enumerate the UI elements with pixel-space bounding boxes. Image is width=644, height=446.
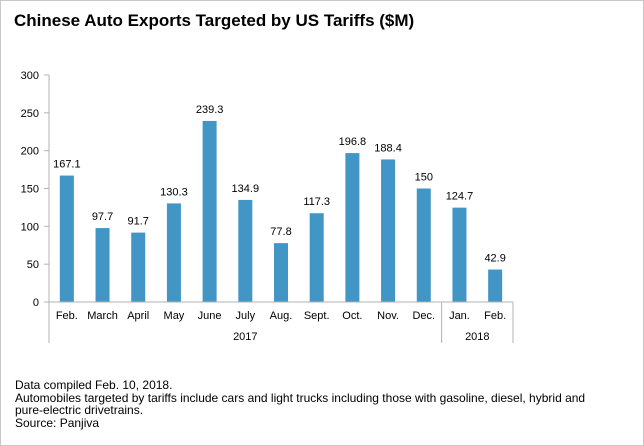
y-tick-label: 100 xyxy=(21,221,39,233)
bar xyxy=(274,243,288,302)
bar-value-label: 130.3 xyxy=(160,186,188,198)
x-tick-label: June xyxy=(198,310,222,322)
bar-value-label: 196.8 xyxy=(339,136,367,148)
bar xyxy=(452,207,467,302)
bar-value-label: 117.3 xyxy=(303,196,330,208)
bar-value-label: 239.3 xyxy=(196,104,224,116)
x-tick-label: Jan. xyxy=(449,310,470,322)
x-tick-label: Dec. xyxy=(412,310,435,322)
bar xyxy=(345,153,360,302)
x-tick-label: Feb. xyxy=(484,310,506,322)
year-group-label: 2018 xyxy=(465,331,489,343)
note-data-compiled: Data compiled Feb. 10, 2018. xyxy=(15,378,173,392)
bar xyxy=(131,232,146,302)
x-tick-label: Aug. xyxy=(270,310,293,322)
bar xyxy=(488,269,503,302)
bar xyxy=(381,159,396,302)
bar xyxy=(416,188,431,302)
year-group-label: 2017 xyxy=(233,331,257,343)
x-tick-label: Nov. xyxy=(377,310,399,322)
x-tick-label: Feb. xyxy=(56,310,78,322)
note-source: Source: Panjiva xyxy=(15,415,100,430)
bar xyxy=(202,120,217,303)
bar-value-label: 124.7 xyxy=(446,191,474,203)
bar-value-label: 167.1 xyxy=(53,159,81,171)
y-tick-label: 50 xyxy=(27,259,39,271)
bar xyxy=(166,203,181,302)
bar-value-label: 134.9 xyxy=(232,183,260,195)
bar xyxy=(309,213,324,302)
x-tick-label: Oct. xyxy=(342,310,362,322)
x-tick-label: March xyxy=(87,310,118,322)
x-tick-label: April xyxy=(127,310,149,322)
bar-value-label: 97.7 xyxy=(92,211,113,223)
y-tick-label: 0 xyxy=(33,297,39,309)
bars: 167.1 97.7 91.7 130.3 239.3 134.9 77.8 117.3 196… xyxy=(53,104,506,303)
x-axis: Feb. March April May June July Aug. Sept. Oct. No… xyxy=(48,301,514,343)
x-tick-label: July xyxy=(236,310,256,322)
bar-value-label: 91.7 xyxy=(128,216,149,228)
y-axis: 0 50 100 150 200 250 300 xyxy=(21,70,50,309)
bar xyxy=(95,228,110,302)
chart-notes: Data compiled Feb. 10, 2018. Automobiles… xyxy=(15,379,615,429)
x-tick-label: Sept. xyxy=(304,310,330,322)
bar-chart: 0 50 100 150 200 250 300 167.1 97.7 91.7 130.3 239… xyxy=(21,70,514,343)
bar-value-label: 42.9 xyxy=(484,253,505,265)
bar xyxy=(59,175,74,302)
y-tick-label: 300 xyxy=(21,70,39,82)
bar-value-label: 188.4 xyxy=(374,142,402,154)
chart-title: Chinese Auto Exports Targeted by US Tari… xyxy=(14,11,415,30)
x-tick-label: May xyxy=(164,310,185,322)
bar xyxy=(238,199,253,302)
y-tick-label: 150 xyxy=(21,184,39,196)
y-tick-label: 200 xyxy=(21,146,39,158)
y-tick-label: 250 xyxy=(21,108,39,120)
note-description: Automobiles targeted by tariffs include … xyxy=(15,390,586,417)
bar-value-label: 77.8 xyxy=(270,226,291,238)
bar-value-label: 150 xyxy=(415,172,433,184)
